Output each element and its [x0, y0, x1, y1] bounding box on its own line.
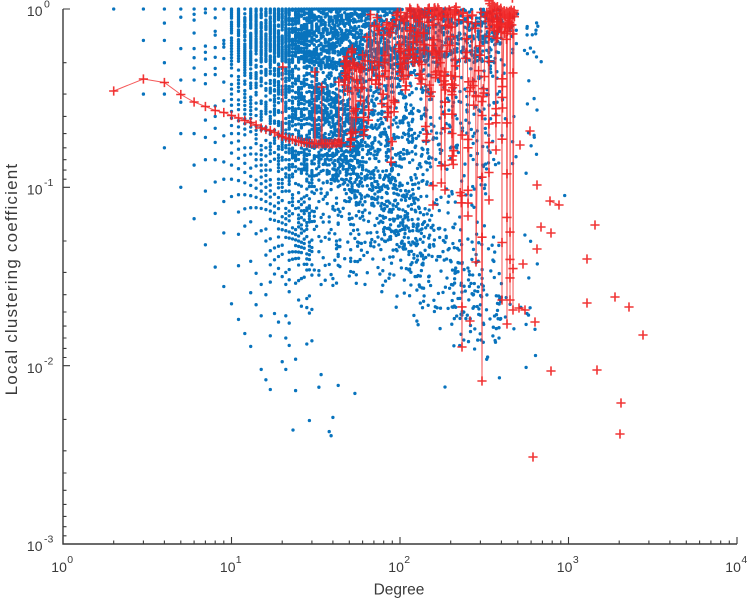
svg-text:10: 10: [27, 182, 43, 198]
svg-text:10: 10: [557, 559, 573, 575]
svg-text:4: 4: [741, 554, 747, 566]
svg-text:-3: -3: [44, 534, 53, 546]
svg-text:1: 1: [236, 554, 242, 566]
svg-text:-1: -1: [44, 177, 53, 189]
svg-text:10: 10: [388, 559, 404, 575]
svg-text:0: 0: [44, 0, 50, 11]
svg-text:10: 10: [725, 559, 741, 575]
svg-text:0: 0: [67, 554, 73, 566]
svg-text:3: 3: [573, 554, 579, 566]
svg-text:Degree: Degree: [374, 582, 425, 599]
svg-text:-2: -2: [44, 355, 53, 367]
svg-text:10: 10: [220, 559, 236, 575]
svg-text:Local clustering coefficient: Local clustering coefficient: [2, 163, 21, 396]
svg-text:10: 10: [27, 360, 43, 376]
svg-text:10: 10: [27, 3, 43, 19]
svg-text:10: 10: [51, 559, 67, 575]
svg-text:10: 10: [27, 538, 43, 554]
svg-text:2: 2: [404, 554, 410, 566]
